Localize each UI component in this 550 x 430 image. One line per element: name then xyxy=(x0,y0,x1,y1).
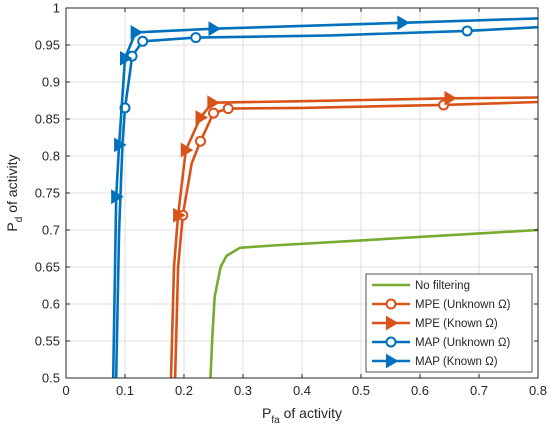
legend-item: MPE (Known Ω) xyxy=(372,315,498,331)
y-tick-label: 0.9 xyxy=(42,75,60,90)
circle-marker xyxy=(208,107,219,119)
circle-marker xyxy=(461,25,473,37)
triangle-marker xyxy=(444,90,457,106)
x-tick-label: 0.2 xyxy=(175,383,193,398)
triangle-marker xyxy=(180,142,194,158)
circle-marker xyxy=(222,103,234,115)
y-tick-label: 0.6 xyxy=(42,297,60,312)
triangle-marker xyxy=(207,95,220,111)
triangle-marker xyxy=(111,189,124,205)
y-tick-label: 0.95 xyxy=(35,38,60,53)
x-tick-label: 0.7 xyxy=(470,383,488,398)
x-axis-label: Pfa of activity xyxy=(262,405,342,426)
series-layer xyxy=(111,15,539,379)
triangle-marker xyxy=(120,50,133,66)
circle-marker xyxy=(385,298,397,310)
triangle-marker xyxy=(208,21,221,37)
triangle-marker xyxy=(386,315,399,331)
x-tick-label: 0.5 xyxy=(352,383,370,398)
triangle-marker xyxy=(114,137,127,153)
y-tick-label: 1 xyxy=(53,1,60,16)
legend-label: MAP (Known Ω) xyxy=(415,356,498,368)
y-tick-label: 0.85 xyxy=(35,112,60,127)
y-tick-label: 0.65 xyxy=(35,260,60,275)
legend: No filtering MPE (Unknown Ω) MPE (Known Ω)… xyxy=(365,273,533,373)
triangle-marker xyxy=(173,207,186,223)
series-no-filtering xyxy=(209,228,539,379)
x-tick-label: 0.3 xyxy=(234,383,252,398)
series-line xyxy=(209,228,539,379)
x-tick-label: 0.8 xyxy=(529,383,547,398)
legend-item: MAP (Known Ω) xyxy=(372,353,498,369)
circle-marker xyxy=(385,336,397,348)
triangle-marker xyxy=(397,15,410,31)
y-tick-label: 0.8 xyxy=(42,149,60,164)
series-mpe-known xyxy=(169,90,539,379)
x-tick-label: 0.4 xyxy=(293,383,311,398)
series-line xyxy=(173,100,539,379)
legend-label: No filtering xyxy=(415,280,470,292)
x-tick-label: 0.6 xyxy=(411,383,429,398)
y-tick-label: 0.75 xyxy=(35,186,60,201)
legend-item: MAP (Unknown Ω) xyxy=(372,336,510,349)
y-tick-label: 0.5 xyxy=(42,371,60,386)
legend-label: MAP (Unknown Ω) xyxy=(415,337,510,349)
legend-item: MPE (Unknown Ω) xyxy=(372,298,511,311)
y-tick-label: 0.7 xyxy=(42,223,60,238)
triangle-marker xyxy=(386,353,399,369)
grid xyxy=(66,8,538,378)
circle-marker xyxy=(195,135,207,147)
x-tick-label: 0 xyxy=(62,383,69,398)
legend-label: MPE (Unknown Ω) xyxy=(415,299,511,311)
series-line xyxy=(111,17,539,379)
series-map-known xyxy=(111,15,539,379)
x-tick-label: 0.1 xyxy=(116,383,134,398)
series-map-unknown xyxy=(114,25,539,379)
legend-item: No filtering xyxy=(372,280,470,292)
circle-marker xyxy=(137,35,149,47)
triangle-marker xyxy=(130,25,144,40)
circle-marker xyxy=(190,32,202,44)
ticks: 0 0.1 0.2 0.3 0.4 0.5 0.6 0.7 0.8 0.5 0.55 0.6 0.65 0… xyxy=(35,1,547,399)
y-tick-label: 0.55 xyxy=(35,334,60,349)
triangle-marker xyxy=(195,110,209,125)
legend-label: MPE (Known Ω) xyxy=(415,318,498,330)
y-axis-label: Pd of activity xyxy=(4,154,25,231)
